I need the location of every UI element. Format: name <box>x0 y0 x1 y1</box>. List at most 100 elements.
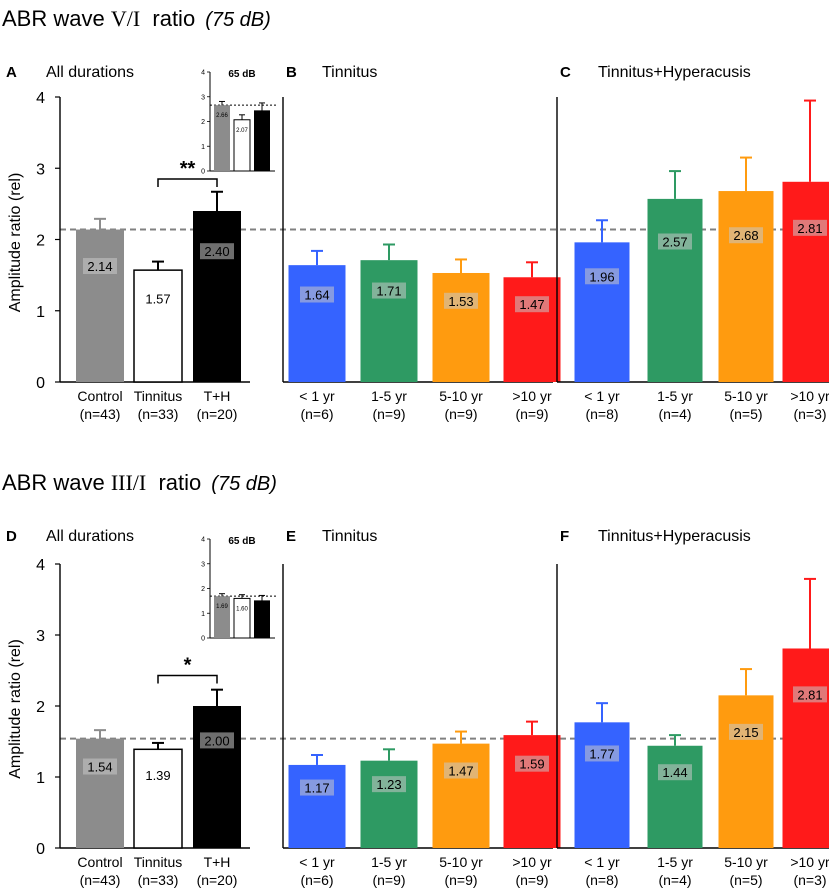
value-label-bg <box>793 686 827 703</box>
value-label-bg <box>729 723 763 740</box>
category-label: T+H <box>204 388 231 404</box>
y-tick-label: 3 <box>36 628 45 645</box>
bar-value-label: 1.53 <box>448 294 473 309</box>
significance-stars: * <box>184 654 192 676</box>
bar <box>133 748 183 849</box>
category-label: Tinnitus <box>134 388 183 404</box>
bar <box>76 738 124 848</box>
bar-value-label: 1.64 <box>304 288 329 303</box>
category-n-label: (n=6) <box>300 406 333 422</box>
category-label: < 1 yr <box>584 388 620 404</box>
bar <box>647 745 703 848</box>
category-label: 5-10 yr <box>439 388 483 404</box>
inset-value-label: 2.45 <box>256 118 268 124</box>
value-label-bg <box>300 286 334 303</box>
bar <box>360 760 418 848</box>
bar <box>718 191 774 382</box>
inset-bar <box>214 596 230 638</box>
bar-value-label: 1.59 <box>519 757 544 772</box>
value-label-bg <box>83 258 117 275</box>
category-label: 1-5 yr <box>371 388 407 404</box>
y-tick-label: 0 <box>36 375 45 392</box>
row-title-dose: (75 dB) <box>205 9 271 31</box>
panel-title: All durations <box>46 528 134 545</box>
category-n-label: (n=8) <box>585 872 618 888</box>
inset-bar <box>233 597 251 639</box>
y-tick-label: 0 <box>36 841 45 858</box>
category-n-label: (n=33) <box>138 872 179 888</box>
panel-letter: A <box>6 64 17 81</box>
bar-value-label: 2.68 <box>733 228 758 243</box>
y-tick-label: 3 <box>36 161 45 178</box>
bar <box>647 198 703 382</box>
inset-tick-label: 4 <box>201 70 205 77</box>
category-n-label: (n=4) <box>658 406 691 422</box>
inset-title: 65 dB <box>228 536 255 547</box>
significance-bracket <box>157 674 218 684</box>
category-n-label: (n=5) <box>729 872 762 888</box>
bar <box>288 265 346 382</box>
panel-letter: E <box>286 528 296 545</box>
category-n-label: (n=43) <box>80 872 121 888</box>
category-label: 5-10 yr <box>724 388 768 404</box>
row-title-roman: III/I <box>111 470 146 495</box>
inset-tick-label: 1 <box>201 144 205 151</box>
category-label: T+H <box>204 854 231 870</box>
category-n-label: (n=20) <box>197 406 238 422</box>
bar <box>574 722 630 848</box>
category-label: < 1 yr <box>299 388 335 404</box>
panel-title: Tinnitus <box>322 64 377 81</box>
bar-value-label: 1.47 <box>519 297 544 312</box>
bar-value-label: 1.17 <box>304 781 329 796</box>
category-label: Tinnitus <box>134 854 183 870</box>
row-title-roman: V/I <box>111 6 140 31</box>
panel-title: All durations <box>46 64 134 81</box>
value-label-bg <box>729 227 763 244</box>
inset-tick-label: 2 <box>201 586 205 593</box>
value-label-bg <box>200 243 234 260</box>
row-title-dose: (75 dB) <box>211 473 277 495</box>
value-label-bg <box>83 758 117 775</box>
inset-bar <box>233 119 251 172</box>
bar <box>782 648 829 848</box>
value-label-bg <box>372 282 406 299</box>
inset-title: 65 dB <box>228 69 255 80</box>
bar-value-label: 1.96 <box>589 269 614 284</box>
inset-tick-label: 0 <box>201 636 205 643</box>
inset-tick-label: 1 <box>201 611 205 618</box>
bar-value-label: 2.40 <box>204 244 229 259</box>
bar-value-label: 2.14 <box>87 259 112 274</box>
category-label: >10 yr <box>790 388 829 404</box>
bar <box>432 743 490 848</box>
value-label-bg <box>585 745 619 762</box>
category-n-label: (n=33) <box>138 406 179 422</box>
bar <box>193 706 241 848</box>
bar-value-label: 1.54 <box>87 760 112 775</box>
panel-letter: D <box>6 528 17 545</box>
bar-value-label: 1.39 <box>145 768 170 783</box>
inset-value-label: 1.60 <box>236 606 248 612</box>
significance-bracket <box>157 178 218 187</box>
row-title-prefix: ABR wave <box>2 470 111 495</box>
inset-tick-label: 3 <box>201 561 205 568</box>
significance-stars: ** <box>180 158 196 180</box>
category-label: < 1 yr <box>584 854 620 870</box>
inset-tick-label: 0 <box>201 169 205 176</box>
category-n-label: (n=43) <box>80 406 121 422</box>
panel-letter: C <box>560 64 571 81</box>
y-axis-label: Amplitude ratio (rel) <box>7 173 24 313</box>
bar-value-label: 1.77 <box>589 746 614 761</box>
bar-value-label: 1.71 <box>376 284 401 299</box>
inset-value-label: 2.07 <box>236 128 248 134</box>
value-label-bg <box>515 755 549 772</box>
inset-bar <box>254 600 270 638</box>
inset-bar <box>254 110 270 171</box>
panel-title: Tinnitus+Hyperacusis <box>598 528 751 545</box>
row-title: ABR wave III/I ratio (75 dB) <box>2 470 277 495</box>
value-label-bg <box>444 762 478 779</box>
category-label: 5-10 yr <box>724 854 768 870</box>
y-tick-label: 1 <box>36 770 45 787</box>
category-n-label: (n=9) <box>515 872 548 888</box>
bar-value-label: 1.47 <box>448 764 473 779</box>
panel-letter: B <box>286 64 297 81</box>
